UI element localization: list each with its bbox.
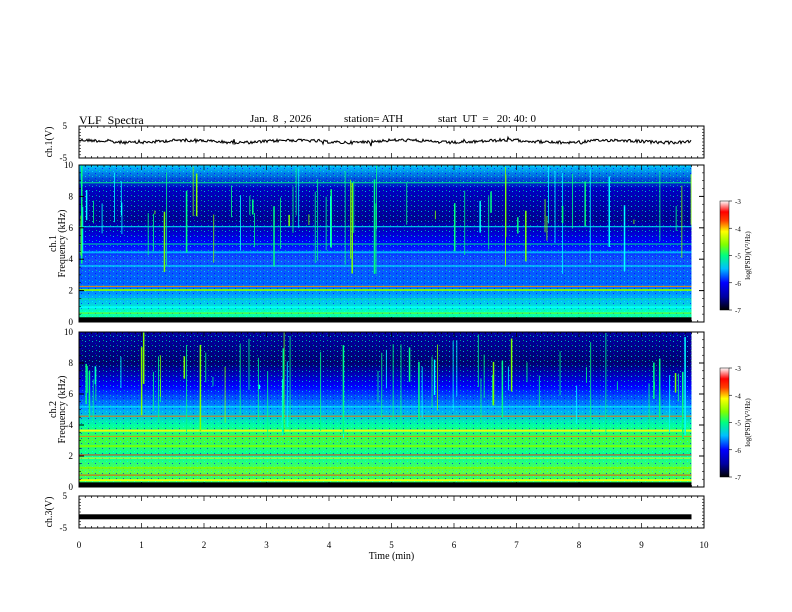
frequency-band	[79, 312, 692, 314]
colorbar-gradient	[719, 200, 730, 311]
colorbar-gradient	[719, 367, 730, 478]
colorbar-tick-label: -5	[735, 253, 741, 261]
frequency-band	[79, 265, 692, 267]
y-tick-label: 5	[63, 121, 68, 131]
frequency-band	[79, 474, 692, 476]
x-tick-label: 5	[389, 540, 394, 550]
colorbar-label: log(PSD)(V²/Hz)	[744, 398, 752, 447]
y-tick-label: 2	[69, 451, 74, 461]
x-tick-label: 0	[77, 540, 82, 550]
y-tick-label: 8	[69, 191, 74, 201]
y-tick-label: 10	[64, 327, 74, 337]
colorbar-ch1_spec: -3 -4 -5 -6 -7 log(PSD)(V²/Hz)	[719, 198, 752, 315]
impulse-spikes	[80, 165, 692, 274]
waveform-trace	[79, 135, 692, 147]
frequency-band	[79, 457, 692, 459]
y-tick-label: 4	[69, 420, 74, 430]
frequency-band	[79, 289, 692, 292]
colorbar-tick-label: -6	[735, 280, 741, 288]
frequency-band	[79, 406, 692, 408]
x-tick-label: 7	[514, 540, 519, 550]
colorbar-tick-label: -5	[735, 420, 741, 428]
y-tick-label: 0	[69, 317, 74, 327]
y-axis-label: Frequency (kHz)	[57, 375, 68, 443]
y-axis-label: ch.2	[48, 401, 59, 418]
chart-title: VLF Spectra	[79, 113, 144, 127]
frequency-band	[79, 466, 692, 469]
waveform-ch3_wave: 5 -5 ch.3(V)	[44, 491, 705, 533]
x-tick-label: 2	[202, 540, 207, 550]
colorbar-tick-label: -7	[735, 474, 741, 482]
y-axis-label: ch.1	[48, 235, 59, 252]
x-tick-label: 3	[264, 540, 269, 550]
y-tick-label: 4	[69, 254, 74, 264]
frequency-band	[79, 445, 692, 448]
frequency-band	[79, 182, 692, 184]
frequency-band	[79, 251, 692, 254]
x-tick-label: 9	[639, 540, 644, 550]
colorbar-tick-label: -4	[735, 225, 741, 233]
start-time-label: start UT = 20: 40: 0	[438, 113, 536, 125]
x-tick-label: 4	[327, 540, 332, 550]
colorbar-ch2_spec: -3 -4 -5 -6 -7 log(PSD)(V²/Hz)	[719, 365, 752, 482]
colorbar-tick-label: -4	[735, 392, 741, 400]
colorbar-tick-label: -3	[735, 198, 741, 206]
frequency-band	[79, 243, 692, 245]
y-axis-label: ch.3(V)	[44, 497, 55, 528]
waveform-trace	[79, 514, 692, 520]
x-tick-label: 1	[139, 540, 144, 550]
frequency-band	[79, 429, 692, 432]
date-label: Jan. 8 , 2026	[250, 113, 312, 125]
impulse-spikes	[85, 332, 686, 439]
colorbar-tick-label: -7	[735, 307, 741, 315]
y-axis-label: Frequency (kHz)	[57, 209, 68, 277]
x-axis-label: Time (min)	[369, 551, 414, 562]
low-frequency-strip	[79, 317, 692, 322]
colorbar-label: log(PSD)(V²/Hz)	[744, 231, 752, 280]
frequency-band	[79, 298, 692, 300]
frequency-band	[79, 454, 692, 456]
y-tick-label: -5	[60, 153, 68, 163]
x-tick-label: 8	[577, 540, 582, 550]
frequency-band	[79, 435, 692, 437]
colorbar-tick-label: -3	[735, 365, 741, 373]
y-tick-label: 8	[69, 358, 74, 368]
y-tick-label: 6	[69, 223, 74, 233]
y-tick-label: 10	[64, 160, 74, 170]
frequency-band	[79, 479, 692, 482]
x-tick-label: 6	[452, 540, 457, 550]
y-tick-label: 6	[69, 389, 74, 399]
y-axis-label: ch.1(V)	[44, 127, 55, 158]
frequency-band	[79, 285, 692, 287]
frequency-band	[79, 415, 692, 417]
x-tick-label: 10	[700, 540, 710, 550]
station-label: station= ATH	[344, 113, 404, 125]
y-tick-label: 2	[69, 286, 74, 296]
colorbar-tick-label: -6	[735, 447, 741, 455]
y-tick-label: 5	[63, 491, 68, 501]
frequency-band	[79, 306, 692, 309]
frequency-band	[79, 226, 692, 228]
waveform-ch1_wave: 5 -5 ch.1(V)	[44, 121, 705, 163]
low-frequency-strip	[79, 482, 692, 487]
y-tick-label: -5	[60, 523, 68, 533]
y-tick-label: 0	[69, 482, 74, 492]
